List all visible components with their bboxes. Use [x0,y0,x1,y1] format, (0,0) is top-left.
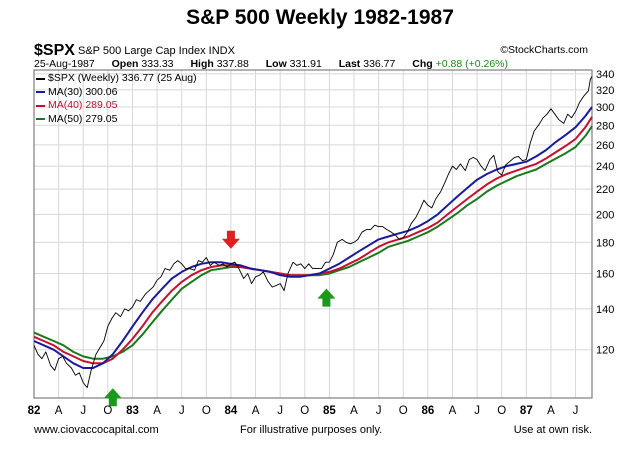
legend-item-price: $SPX (Weekly) 336.77 (25 Aug) [36,72,197,86]
x-tick-label: A [547,405,555,417]
legend-label-ma40: MA(40) 289.05 [48,99,118,111]
y-tick-label: 240 [596,161,614,173]
x-tick-label: A [449,405,457,417]
x-tick-label: O [103,405,112,417]
footer-website: www.ciovaccocapital.com [34,424,159,436]
legend-swatch-price [36,77,45,80]
ma30-line [33,106,593,369]
x-tick-label: O [497,405,506,417]
legend-swatch-ma30 [36,91,45,94]
x-tick-label: O [202,405,211,417]
x-tick-label: 82 [28,405,41,417]
symbol: $SPX [34,42,75,59]
chart-title: S&P 500 Weekly 1982-1987 [186,6,454,29]
buy-signal-arrow-icon [317,288,336,307]
x-tick-label: O [399,405,408,417]
chg-value: +0.88 (+0.26%) [435,58,509,70]
high-value: 337.88 [216,58,249,70]
x-tick-label: J [376,405,382,417]
quote-header: 25-Aug-1987 Open 333.33 High 337.88 Low … [34,58,508,70]
index-name: S&P 500 Large Cap Index [77,45,206,57]
x-tick-label: J [80,405,86,417]
exchange: INDX [208,45,235,57]
legend-swatch-ma40 [36,104,45,107]
last-value: 336.77 [363,58,396,70]
x-tick-label: A [55,405,63,417]
x-tick-label: 84 [225,405,238,417]
y-tick-label: 260 [596,140,614,152]
y-tick-label: 280 [596,120,614,132]
legend-item-ma50: MA(50) 279.05 [36,113,197,127]
legend: $SPX (Weekly) 336.77 (25 Aug) MA(30) 300… [36,72,197,126]
x-tick-label: J [573,405,579,417]
open-value: 333.33 [141,58,174,70]
y-tick-label: 340 [596,69,614,81]
x-tick-label: 85 [323,405,336,417]
x-tick-label: 87 [520,405,533,417]
low-value: 331.91 [289,58,322,70]
chg-label: Chg [412,58,433,70]
y-tick-label: 120 [596,345,614,357]
y-tick-label: 220 [596,184,614,196]
series-layer [33,76,593,389]
legend-swatch-ma50 [36,118,45,121]
legend-item-ma30: MA(30) 300.06 [36,86,197,100]
sell-signal-arrow-icon [221,230,240,249]
last-label: Last [338,58,361,70]
price-line [33,76,593,389]
legend-item-ma40: MA(40) 289.05 [36,99,197,113]
x-tick-label: A [252,405,260,417]
x-tick-label: J [474,405,480,417]
y-tick-label: 160 [596,269,614,281]
footer-disclaimer: For illustrative purposes only. [240,424,383,436]
legend-label-ma50: MA(50) 279.05 [48,112,118,125]
x-tick-label: A [350,405,358,417]
buy-signal-arrow-icon [103,388,122,407]
x-tick-label: J [277,405,283,417]
y-tick-label: 300 [596,102,614,114]
y-tick-label: 180 [596,237,614,249]
x-tick-label: 86 [421,405,434,417]
low-label: Low [265,58,287,70]
annotation-layer [103,230,336,407]
open-label: Open [111,58,139,70]
x-tick-label: A [153,405,161,417]
x-tick-label: J [179,405,185,417]
y-tick-label: 140 [596,304,614,316]
y-axis: 120 140 160 180 200 220 240 260 280 300 320 340 [596,69,614,357]
x-axis: 82 A J O 83 A J O 84 A J O 85 A J O 86 A J O 87 A J [28,405,579,417]
ma40-line [33,116,593,365]
plot-frame [33,69,593,399]
copyright-notice: ©StockCharts.com [500,44,588,56]
x-tick-label: 83 [126,405,139,417]
quote-date: 25-Aug-1987 [34,58,95,70]
y-tick-label: 200 [596,209,614,221]
y-tick-label: 320 [596,85,614,97]
legend-label-ma30: MA(30) 300.06 [48,85,118,98]
x-tick-label: O [300,405,309,417]
high-label: High [190,58,214,70]
symbol-header: $SPX S&P 500 Large Cap Index INDX [34,42,235,60]
footer-risk-notice: Use at own risk. [513,424,592,436]
legend-label-price: $SPX (Weekly) 336.77 (25 Aug) [48,72,197,84]
